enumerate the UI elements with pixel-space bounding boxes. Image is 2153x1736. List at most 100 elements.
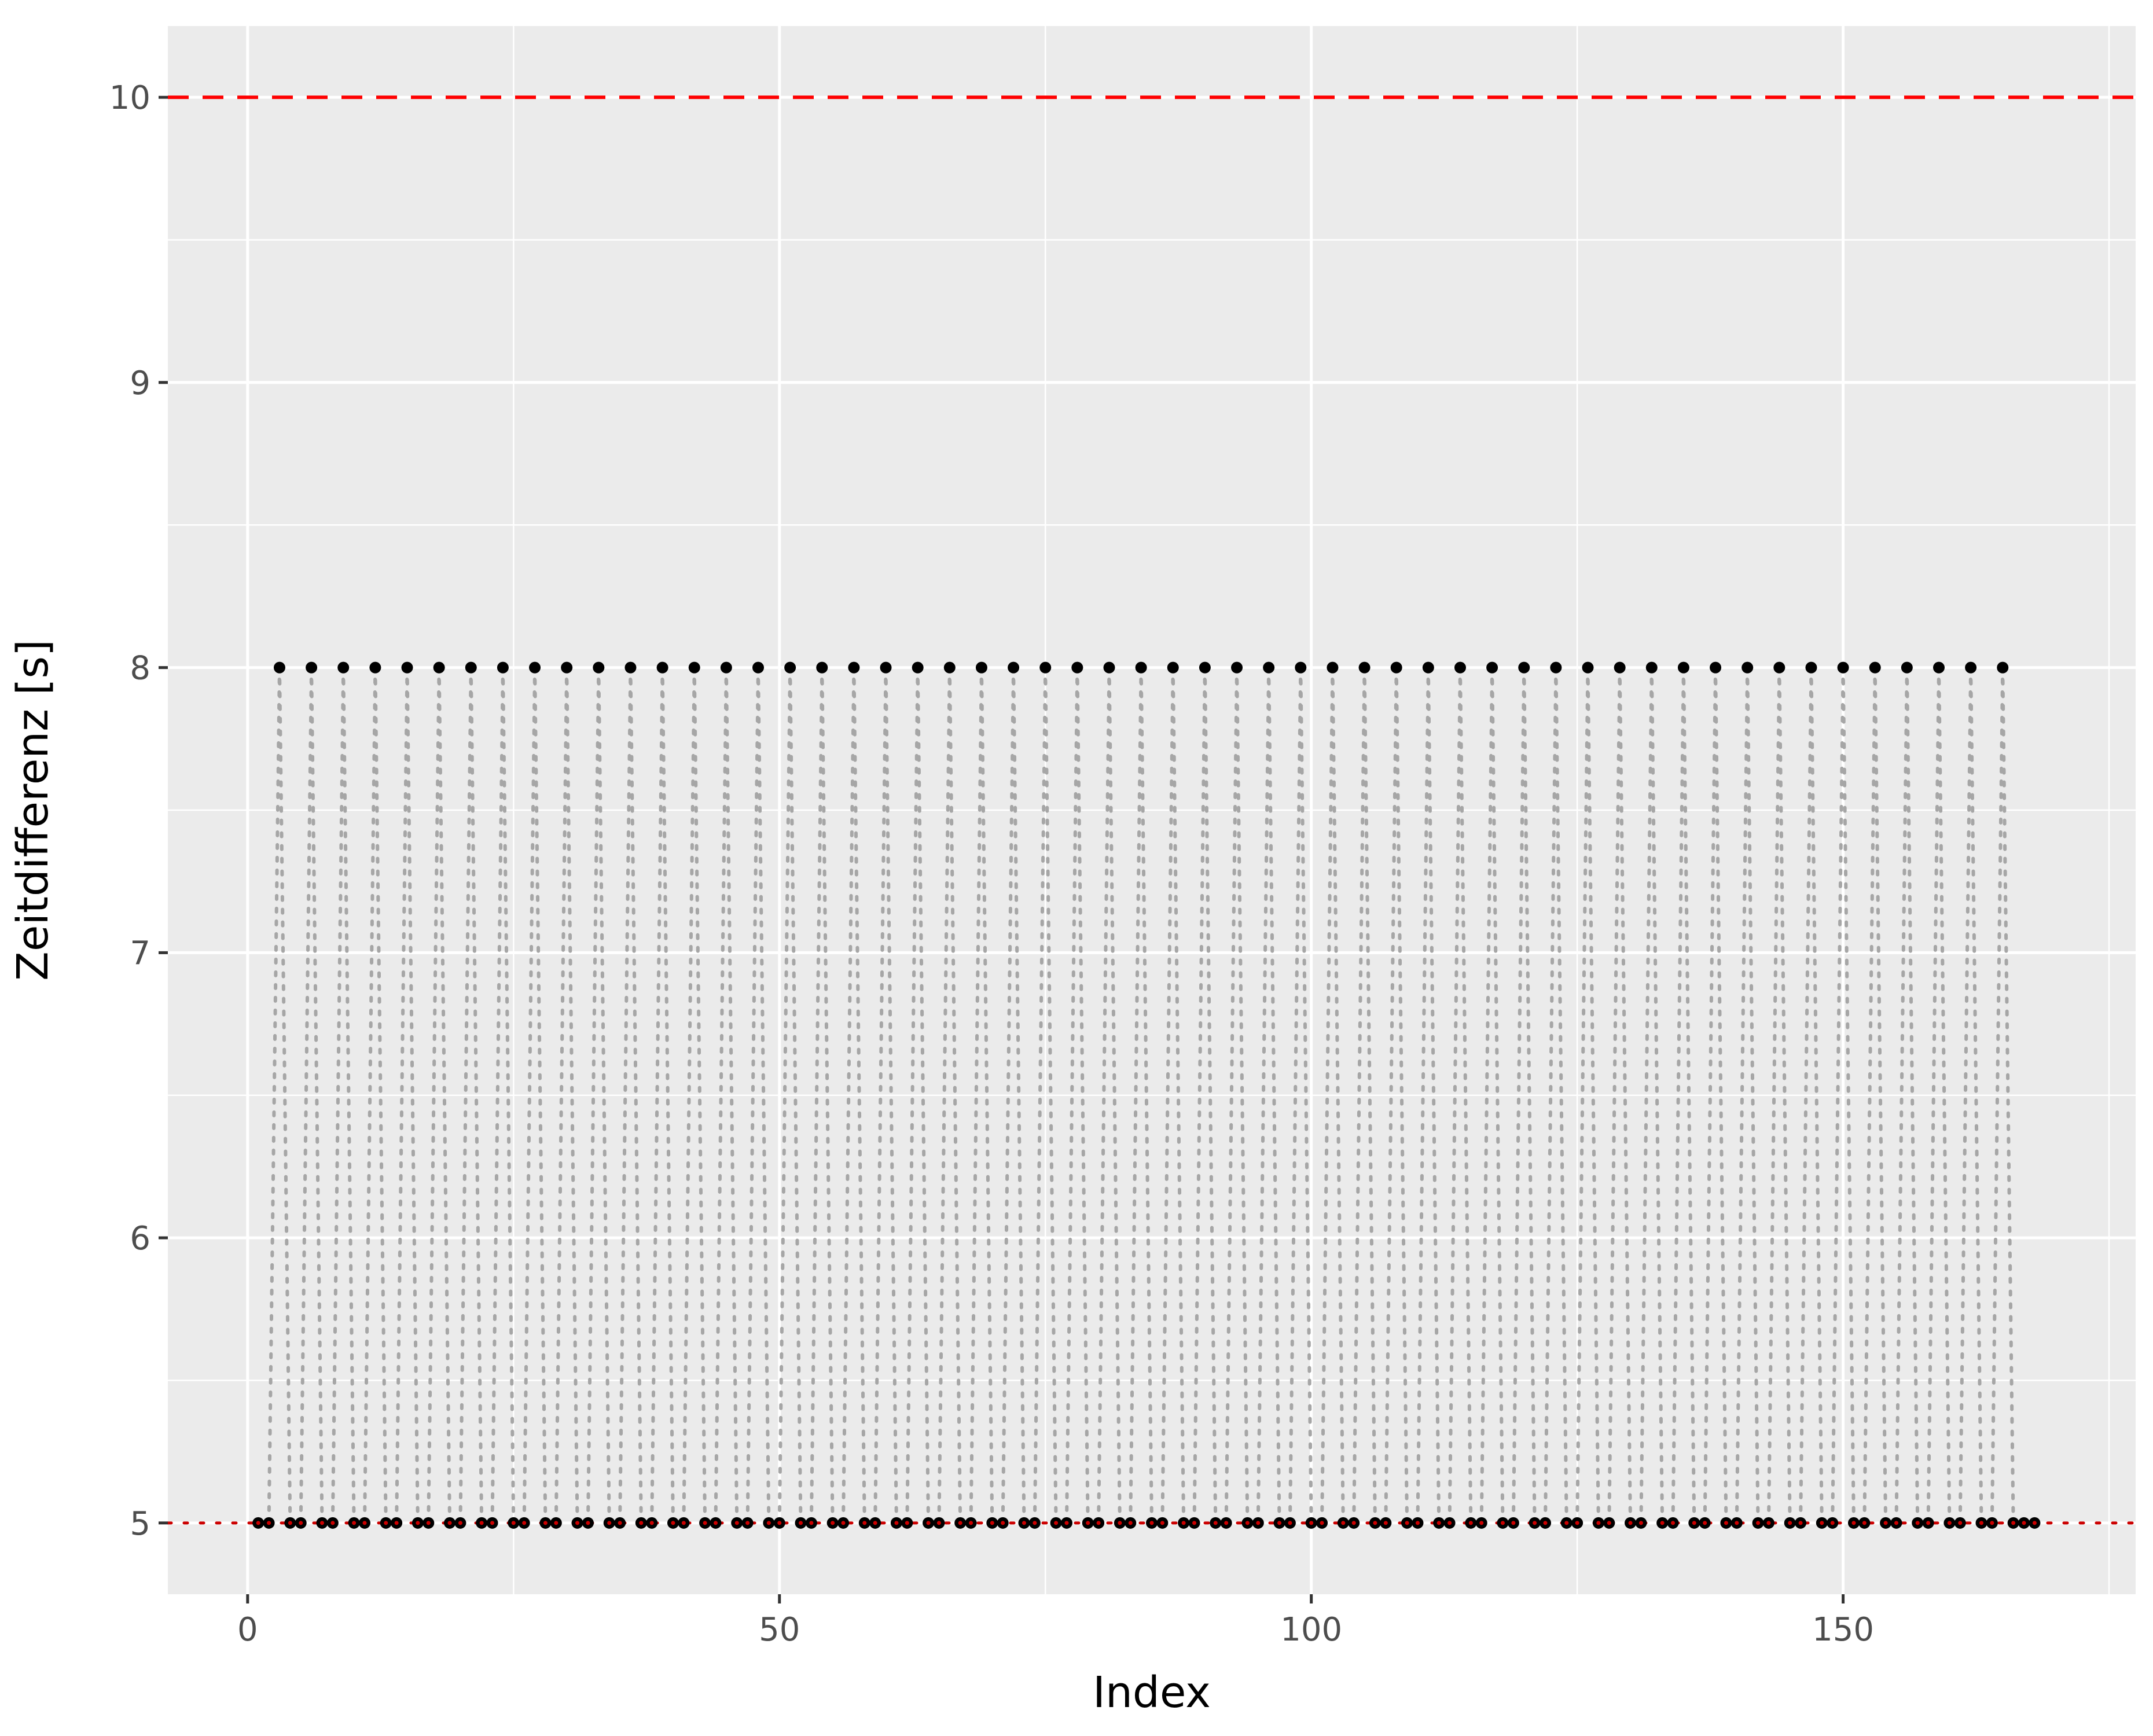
data-point (1295, 661, 1307, 674)
x-tick-label: 50 (759, 1611, 800, 1649)
data-point (784, 661, 796, 674)
connector-segment (682, 665, 696, 1525)
data-point-center (1213, 1521, 1218, 1525)
data-point (1997, 661, 2009, 674)
data-point-center (831, 1521, 835, 1525)
y-tick-label: 9 (130, 365, 150, 402)
connector-segment (916, 665, 931, 1525)
connector-segment (1256, 665, 1271, 1525)
connector-segment (1001, 665, 1016, 1525)
connector-segment (1097, 665, 1111, 1525)
connector-segment (788, 665, 803, 1525)
data-point (1008, 661, 1020, 674)
data-point (1645, 661, 1658, 674)
data-point (943, 661, 956, 674)
data-point-center (1958, 1521, 1963, 1525)
connector-segment (884, 665, 898, 1525)
data-point-center (1479, 1521, 1484, 1525)
data-point-center (394, 1521, 399, 1525)
connector-segment (1033, 665, 1048, 1525)
connector-segment (745, 665, 760, 1525)
data-point-center (1351, 1521, 1356, 1525)
connector-segment (1064, 665, 1079, 1525)
data-point (529, 661, 541, 674)
data-point-center (618, 1521, 622, 1525)
data-point-center (1851, 1521, 1856, 1525)
data-point (273, 661, 285, 674)
data-point-center (1160, 1521, 1164, 1525)
data-point (816, 661, 828, 674)
connector-segment (1766, 665, 1781, 1525)
data-point-center (1436, 1521, 1441, 1525)
connector-segment (1352, 665, 1366, 1525)
data-point-center (490, 1521, 495, 1525)
data-point-center (1638, 1521, 1643, 1525)
x-tick-label: 0 (237, 1611, 258, 1649)
data-point-center (288, 1521, 292, 1525)
data-point (975, 661, 987, 674)
data-point-center (1533, 1521, 1537, 1525)
data-point-center (936, 1521, 941, 1525)
data-point-center (1309, 1521, 1314, 1525)
data-point-center (1022, 1521, 1026, 1525)
y-tick-label: 6 (130, 1220, 150, 1257)
connector-segment (1075, 665, 1090, 1525)
y-tick-label: 7 (130, 935, 150, 972)
connector-segment (299, 665, 314, 1525)
data-point-center (1894, 1521, 1898, 1525)
connector-segment (597, 665, 611, 1525)
data-point (1837, 661, 1849, 674)
data-point (1039, 661, 1052, 674)
connector-segment (565, 665, 579, 1525)
connector-segment (1862, 665, 1877, 1525)
data-point-center (1575, 1521, 1579, 1525)
data-point-center (1724, 1521, 1728, 1525)
y-axis: 5 6 7 8 9 10 (109, 79, 168, 1543)
connector-segment (873, 665, 888, 1525)
data-point-center (681, 1521, 686, 1525)
connector-segment (586, 665, 601, 1525)
data-point-center (1256, 1521, 1261, 1525)
data-point (880, 661, 892, 674)
connector-segment (852, 665, 866, 1525)
connector-segment (1799, 665, 1813, 1525)
connector-segment (1426, 665, 1441, 1525)
x-axis: 0 50 100 150 (237, 1594, 1874, 1649)
connector-segment (1575, 665, 1590, 1525)
connector-segment (437, 665, 452, 1525)
data-point-center (2011, 1521, 2016, 1525)
data-points (252, 661, 2041, 1529)
data-point-center (1883, 1521, 1888, 1525)
connector-segment (1639, 665, 1654, 1525)
data-point-center (1926, 1521, 1931, 1525)
data-point-center (926, 1521, 931, 1525)
connector-segment (756, 665, 771, 1525)
data-point-center (1543, 1521, 1548, 1525)
connector-segment (501, 665, 516, 1525)
connector-segment (905, 665, 920, 1525)
data-point (369, 661, 381, 674)
data-point-center (1820, 1521, 1824, 1525)
connector-segment (1320, 665, 1335, 1525)
data-point-center (607, 1521, 612, 1525)
data-point (1486, 661, 1498, 674)
connector-segment (1224, 665, 1239, 1525)
connector-segment (1937, 665, 1952, 1525)
data-point-center (1756, 1521, 1761, 1525)
data-point-center (1511, 1521, 1516, 1525)
data-point-center (1596, 1521, 1601, 1525)
x-tick-label: 100 (1280, 1611, 1342, 1649)
data-point-center (1703, 1521, 1707, 1525)
data-point-center (416, 1521, 420, 1525)
data-point (1741, 661, 1754, 674)
data-point-center (575, 1521, 580, 1525)
data-point-center (1405, 1521, 1409, 1525)
data-point-center (1671, 1521, 1676, 1525)
connector-segment (373, 665, 388, 1525)
connector-segment (1894, 665, 1909, 1525)
data-point-center (990, 1521, 994, 1525)
connector-segment (692, 665, 707, 1525)
connector-segment (820, 665, 835, 1525)
connector-segment (405, 665, 420, 1525)
data-point-center (1149, 1521, 1154, 1525)
